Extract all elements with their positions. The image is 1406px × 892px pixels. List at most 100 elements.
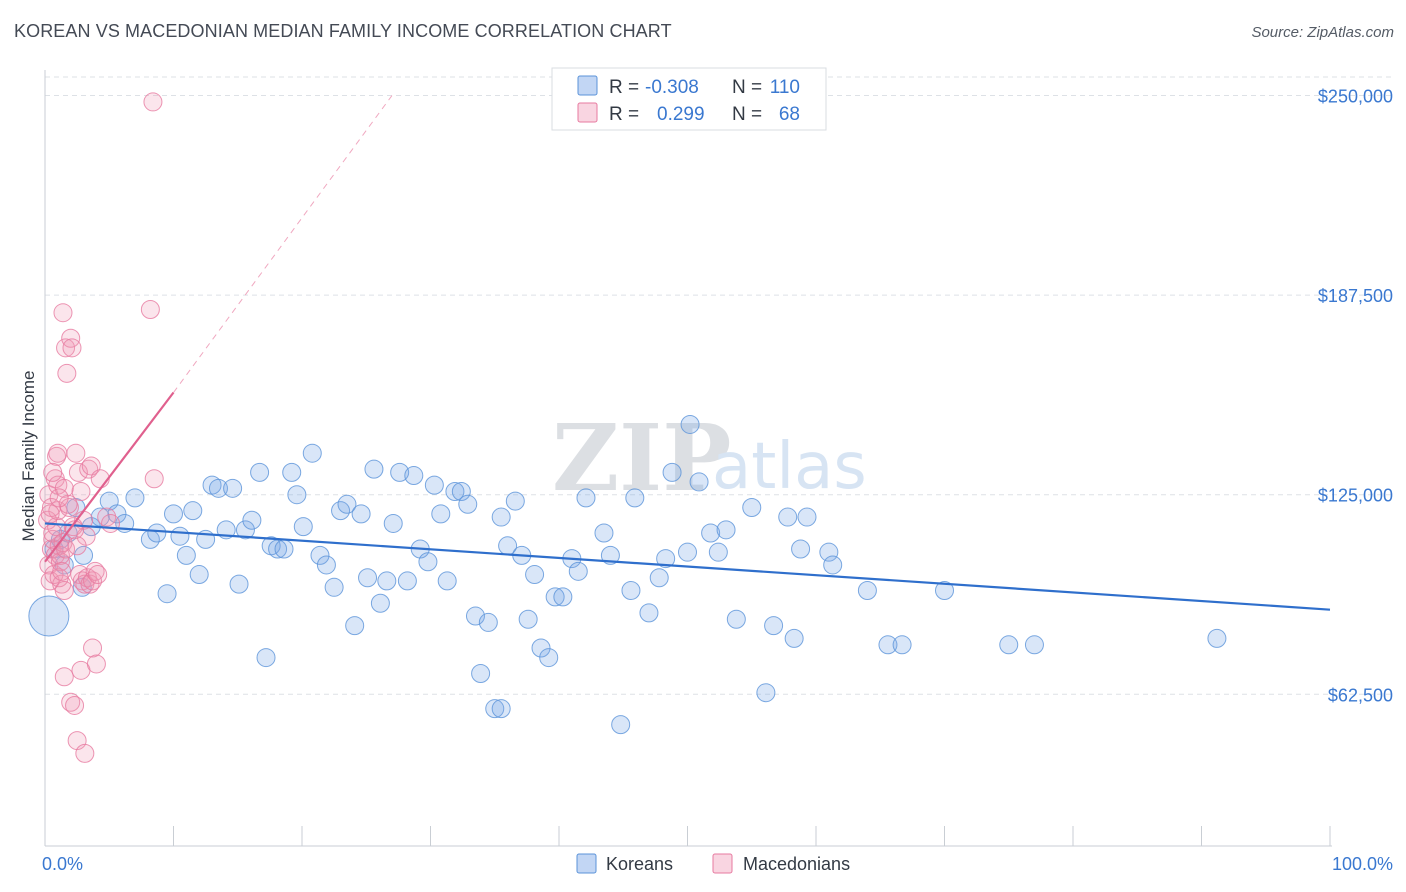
korean-point [649,568,669,588]
korean-point [678,542,697,562]
korean-point [310,545,330,565]
legend-r-value-koreans: -0.308 [645,77,699,98]
korean-point [639,603,659,623]
macedonian-point [50,545,70,565]
ticks-layer: $62,500 $125,000 $187,500 $250,000 0.0% 100.0… [42,87,1393,874]
korean-point [451,482,471,502]
korean-point [625,488,645,508]
korean-point [437,571,457,591]
korean-point [539,648,559,668]
korean-point [568,561,588,581]
legend-n-label-koreans: N = [732,77,762,98]
korean-point [935,581,954,601]
korean-point [471,664,491,684]
watermark: ZIP atlas [552,404,867,512]
macedonian-point [67,536,87,556]
macedonian-point [49,488,69,508]
x-tick-label-min: 0.0% [42,854,83,874]
bottom-legend: Koreans Macedonians [576,853,850,874]
korean-point [256,648,276,668]
korean-point [458,494,478,514]
bottom-legend-swatch-macedonians [712,853,733,874]
korean-point [756,683,776,703]
korean-point [797,507,817,527]
korean-point [189,565,209,585]
grid-layer [45,76,1395,695]
korean-point [418,552,438,572]
legend-r-label-koreans: R = [609,77,639,98]
bottom-legend-label-koreans: Koreans [606,854,673,874]
legend-r-label-macedonians: R = [609,104,639,125]
macedonian-point [80,574,100,594]
y-tick-label: $250,000 [1318,87,1393,107]
korean-point [223,478,243,498]
korean-point [28,595,70,637]
korean-point [491,699,511,719]
legend-swatch-macedonians [577,102,598,123]
korean-point [892,635,912,655]
korean-point [164,504,183,524]
macedonian-point [86,654,106,674]
macedonian-point [54,478,74,498]
korean-point [878,635,898,655]
korean-point [324,577,344,597]
macedonian-point [44,565,64,585]
macedonian-point [143,92,163,112]
korean-point [370,593,390,613]
korean-point [147,523,167,543]
points-layer [28,92,1227,763]
korean-point [74,545,94,565]
korean-point [708,542,728,562]
korean-point [1024,635,1044,655]
korean-point [358,568,378,588]
korean-point [431,504,451,524]
korean-point [656,549,676,569]
korean-point [404,466,424,486]
korean-point [424,475,444,495]
korean-point [282,462,302,482]
korean-point [337,494,357,514]
korean-point [250,462,270,482]
legend-swatch-koreans [577,75,598,96]
y-axis-title: Median Family Income [19,370,38,541]
legend-r-value-macedonians: 0.299 [657,104,705,125]
korean-point [377,571,397,591]
korean-point [621,581,641,601]
korean-point [784,628,804,648]
korean-point [726,609,746,629]
korean-point [345,616,365,636]
macedonian-point [52,561,72,581]
legend-n-label-macedonians: N = [732,104,762,125]
macedonian-point [61,692,81,712]
macedonian-point [62,338,82,358]
bottom-legend-swatch-koreans [576,853,597,874]
macedonian-point [83,638,103,658]
korean-point [125,488,145,508]
korean-point [242,510,262,530]
macedonian-point [48,443,68,463]
korean-point [383,513,403,533]
macedonian-point [90,469,110,489]
macedonian-point [43,462,63,482]
macedonian-point [88,565,108,585]
korean-point [445,482,465,502]
macedonian-point [56,539,76,559]
korean-point [594,523,614,543]
korean-point [287,485,307,505]
top-legend: R = -0.308 N = 110 R = 0.299 N = 68 [551,67,827,131]
source-label: Source: ZipAtlas.com [1251,24,1394,41]
korean-point [525,565,545,585]
chart-title: KOREAN VS MACEDONIAN MEDIAN FAMILY INCOM… [14,21,672,41]
y-tick-label: $187,500 [1318,286,1393,306]
korean-point [316,555,336,575]
korean-point [293,517,313,537]
axes-layer [44,70,1332,847]
korean-point [478,612,498,632]
korean-point [518,609,538,629]
macedonian-point [71,482,91,502]
macedonian-point [56,338,76,358]
korean-point [742,497,762,517]
korean-point [764,616,784,636]
macedonian-point [59,497,79,517]
